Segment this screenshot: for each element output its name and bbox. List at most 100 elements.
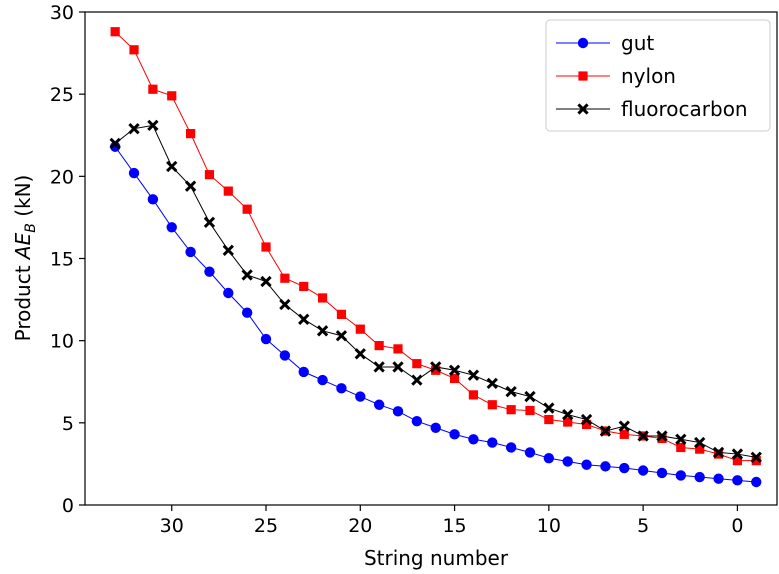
series-nylon (110, 27, 761, 466)
x-tick-label: 25 (254, 515, 278, 537)
nylon-point (468, 390, 479, 400)
gut-point (241, 307, 253, 318)
nylon-point (280, 273, 290, 283)
nylon-point (299, 281, 309, 292)
gut-point (317, 374, 328, 386)
fluorocarbon-point (524, 390, 536, 403)
nylon-point (431, 365, 441, 375)
nylon-point (619, 429, 629, 439)
fluorocarbon-point (373, 361, 385, 373)
gut-point (185, 246, 196, 258)
nylon-point (449, 373, 460, 384)
axes: 30 25 20 15 10 5 0 0 5 10 15 20 25 30 (50, 2, 744, 537)
series-fluorocarbon (109, 119, 762, 464)
fluorocarbon-point (335, 330, 348, 342)
fluorocarbon-point (486, 377, 498, 390)
legend-label-gut: gut (621, 31, 654, 55)
fluorocarbon-point (599, 425, 612, 437)
nylon-point (261, 242, 271, 252)
gut-point (543, 452, 555, 464)
gut-point (430, 422, 441, 433)
gut-point (751, 476, 762, 488)
legend-entry-gut: gut (556, 31, 654, 55)
nylon-point (544, 414, 554, 425)
x-tick-label: 30 (160, 515, 184, 537)
nylon-point (695, 444, 705, 454)
nylon-point (204, 170, 215, 180)
fluorocarbon-point (166, 160, 178, 173)
nylon-point (374, 340, 384, 351)
fluorocarbon-point (580, 413, 593, 426)
y-axis-label-subscript: B (23, 223, 39, 233)
gut-point (581, 459, 592, 470)
legend-marker-nylon (578, 71, 588, 81)
gut-point (505, 442, 517, 453)
fluorocarbon-point (675, 433, 687, 445)
y-tick-label: 30 (50, 2, 74, 24)
gut-point (675, 470, 687, 481)
nylon-point (355, 324, 365, 334)
gut-point (166, 222, 177, 233)
y-axis-label: Product AEB (kN) (11, 175, 39, 342)
nylon-point (242, 204, 252, 214)
nylon-point (393, 344, 403, 354)
x-axis-label: String number (364, 546, 509, 570)
x-tick-label: 15 (442, 515, 466, 537)
fluorocarbon-point (298, 313, 310, 325)
nylon-point (525, 405, 535, 416)
nylon-point (167, 91, 177, 101)
fluorocarbon-point (543, 402, 555, 414)
nylon-point (129, 45, 139, 55)
gut-point (619, 462, 630, 474)
nylon-point (563, 417, 573, 427)
legend-entry-fluorocarbon: fluorocarbon (556, 97, 748, 121)
nylon-point (223, 186, 233, 196)
fluorocarbon-point (467, 369, 480, 381)
fluorocarbon-point (316, 325, 329, 337)
gut-point (279, 350, 291, 361)
gut-point (524, 447, 536, 458)
y-axis-label-unit: (kN) (11, 175, 35, 224)
fluorocarbon-point (448, 364, 461, 376)
y-tick-label: 25 (50, 84, 74, 106)
fluorocarbon-point (505, 385, 517, 398)
nylon-point (185, 129, 196, 139)
fluorocarbon-point (656, 430, 668, 442)
gut-point (298, 366, 309, 378)
fluorocarbon-point (712, 446, 725, 459)
gut-point (487, 437, 498, 448)
gut-point (713, 473, 724, 484)
fluorocarbon-point (731, 448, 744, 460)
legend: gut nylon fluorocarbon (545, 19, 771, 132)
legend-entry-nylon: nylon (556, 64, 676, 88)
y-axis-label-variable: AE (11, 232, 35, 261)
fluorocarbon-point (260, 275, 272, 288)
gut-point (147, 194, 159, 205)
fluorocarbon-point (147, 119, 159, 132)
gut-point (562, 456, 573, 467)
nylon-point (412, 359, 422, 369)
gut-point (732, 475, 743, 486)
gut-point (223, 287, 234, 299)
gut-point (411, 415, 423, 427)
gut-point (449, 429, 460, 440)
gut-point (600, 461, 611, 472)
fluorocarbon-point (109, 137, 121, 150)
nylon-point (751, 456, 761, 466)
gut-point (336, 383, 347, 394)
y-tick-label: 15 (50, 249, 74, 271)
fluorocarbon-point (241, 269, 253, 281)
fluorocarbon-point (392, 361, 404, 373)
fluorocarbon-point (184, 180, 197, 192)
x-tick-label: 20 (348, 515, 372, 537)
fluorocarbon-point (430, 361, 442, 373)
nylon-point (148, 84, 158, 94)
legend-label-fluorocarbon: fluorocarbon (621, 97, 748, 121)
nylon-point (581, 419, 592, 430)
nylon-point (676, 442, 686, 453)
gut-point (204, 266, 215, 277)
fluorocarbon-point (411, 374, 423, 386)
nylon-point (732, 456, 743, 466)
fluorocarbon-point (222, 244, 234, 256)
